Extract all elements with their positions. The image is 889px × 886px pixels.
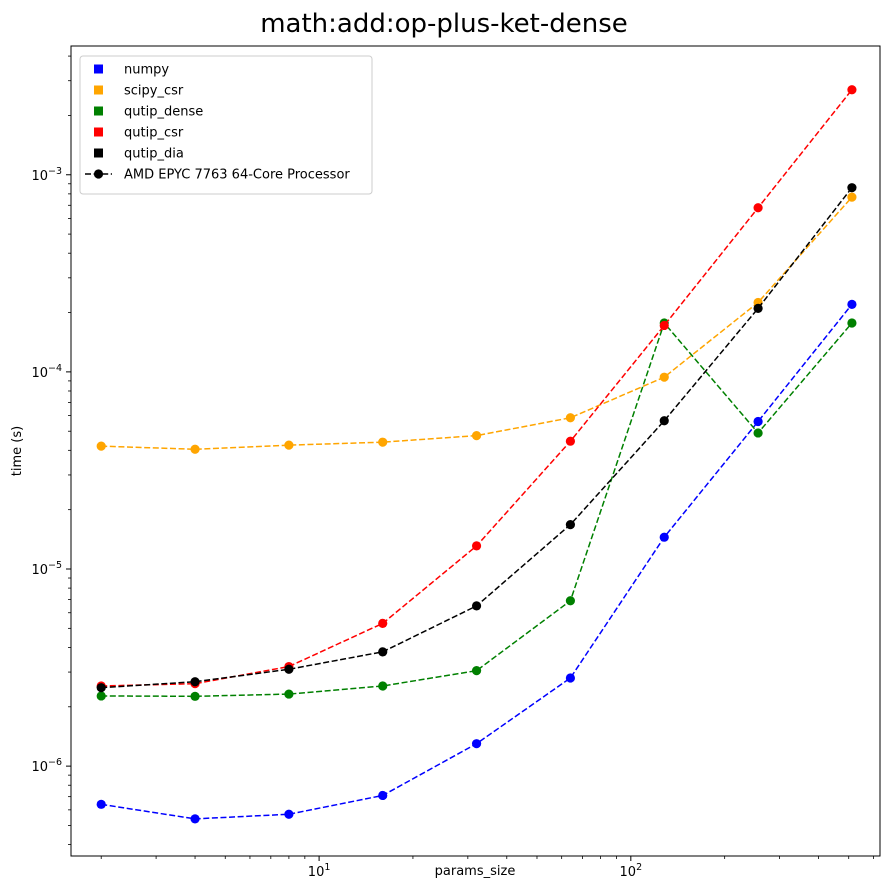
legend-label: qutip_dia bbox=[124, 147, 184, 162]
legend-swatch bbox=[94, 127, 103, 137]
x-axis: 101 102 bbox=[100, 856, 874, 880]
data-point bbox=[471, 601, 482, 611]
data-point bbox=[190, 444, 200, 454]
x-tick-label: 101 bbox=[308, 862, 331, 880]
data-point bbox=[96, 441, 106, 451]
data-point bbox=[284, 440, 294, 450]
legend-label: numpy bbox=[124, 63, 169, 78]
x-axis-label: params_size bbox=[435, 864, 516, 879]
data-point bbox=[190, 691, 200, 701]
data-point bbox=[565, 436, 576, 446]
data-point bbox=[847, 299, 857, 309]
data-point bbox=[284, 664, 294, 674]
legend-entry: numpy bbox=[94, 63, 169, 78]
data-point bbox=[378, 647, 388, 657]
legend-label: qutip_dense bbox=[124, 105, 203, 120]
y-axis: 10−6 10−5 10−4 10−3 bbox=[31, 55, 71, 845]
data-point bbox=[659, 320, 669, 331]
series-layer bbox=[96, 85, 857, 824]
legend-swatch bbox=[94, 64, 103, 74]
data-point bbox=[378, 618, 388, 628]
data-point bbox=[565, 519, 576, 530]
data-point bbox=[378, 790, 388, 801]
legend-entry: scipy_csr bbox=[94, 84, 184, 99]
legend-label: scipy_csr bbox=[124, 84, 184, 99]
y-tick-label: 10−4 bbox=[31, 363, 62, 381]
legend-box bbox=[79, 55, 373, 195]
data-point bbox=[378, 437, 388, 447]
data-point bbox=[753, 203, 763, 213]
data-point bbox=[284, 689, 294, 699]
legend-entry: qutip_dense bbox=[94, 105, 203, 120]
data-point bbox=[190, 677, 200, 687]
legend-swatch-marker bbox=[93, 169, 104, 179]
data-point bbox=[753, 428, 763, 438]
data-point bbox=[378, 681, 388, 691]
legend-entry: qutip_csr bbox=[94, 126, 184, 141]
data-point bbox=[847, 183, 857, 193]
data-point bbox=[847, 192, 857, 202]
legend-swatch bbox=[94, 106, 103, 116]
series-qutip_dia bbox=[96, 183, 857, 693]
data-point bbox=[847, 85, 857, 95]
data-point bbox=[753, 416, 763, 427]
data-point bbox=[96, 691, 106, 701]
legend-swatch bbox=[94, 85, 103, 95]
legend: numpy scipy_csr qutip_dense qutip_csr qutip_… bbox=[79, 55, 373, 195]
legend-swatch bbox=[94, 148, 103, 158]
data-point bbox=[659, 532, 669, 542]
y-tick-label: 10−3 bbox=[31, 166, 62, 184]
data-point bbox=[753, 303, 763, 313]
chart-title: math:add:op-plus-ket-dense bbox=[260, 9, 628, 39]
data-point bbox=[471, 431, 482, 441]
legend-entry: qutip_dia bbox=[94, 147, 184, 162]
legend-label: AMD EPYC 7763 64-Core Processor bbox=[124, 168, 350, 183]
y-tick-label: 10−6 bbox=[31, 757, 62, 775]
y-tick-label: 10−5 bbox=[31, 560, 62, 578]
series-numpy bbox=[96, 299, 857, 824]
legend-entry: AMD EPYC 7763 64-Core Processor bbox=[85, 168, 350, 183]
data-point bbox=[471, 666, 482, 676]
data-point bbox=[659, 372, 669, 382]
data-point bbox=[190, 814, 200, 824]
legend-label: qutip_csr bbox=[124, 126, 184, 141]
plot-area bbox=[70, 45, 881, 857]
data-point bbox=[96, 683, 106, 693]
data-point bbox=[847, 318, 857, 328]
data-point bbox=[471, 541, 482, 551]
data-point bbox=[471, 739, 482, 749]
data-point bbox=[659, 416, 669, 426]
data-point bbox=[565, 673, 576, 683]
x-tick-label: 102 bbox=[620, 862, 643, 880]
series-line-qutip_dense bbox=[101, 321, 853, 698]
data-point bbox=[565, 413, 576, 423]
series-scipy_csr bbox=[96, 192, 857, 454]
data-point bbox=[284, 809, 294, 819]
data-point bbox=[96, 799, 106, 809]
y-axis-label: time (s) bbox=[10, 426, 25, 476]
data-point bbox=[565, 596, 576, 606]
series-qutip_dense bbox=[96, 318, 857, 701]
